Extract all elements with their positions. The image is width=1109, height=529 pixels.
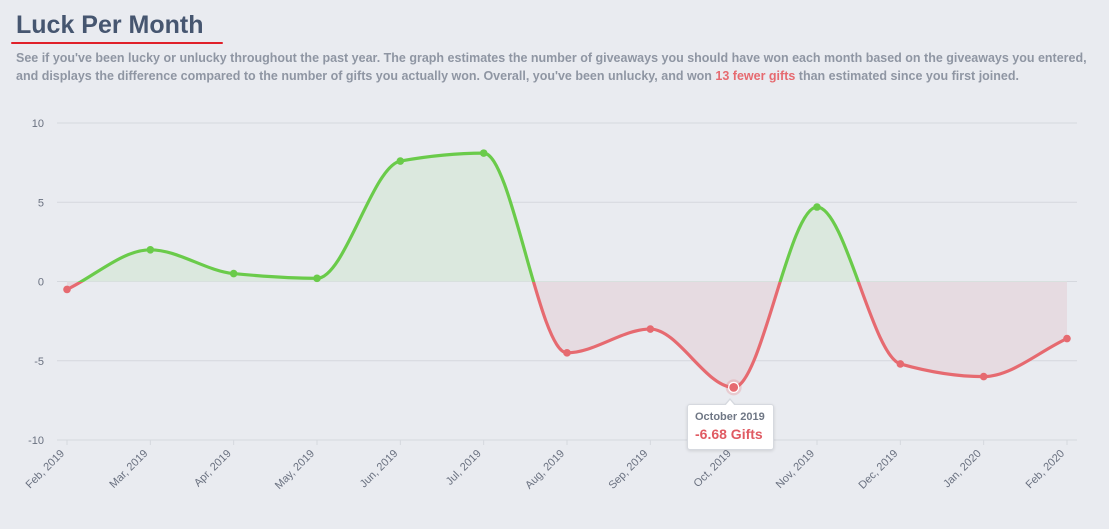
data-point — [979, 372, 988, 381]
x-tick-label: Apr, 2019 — [192, 448, 234, 490]
area-fills — [67, 153, 1067, 388]
x-tick-label: May, 2019 — [273, 448, 317, 492]
title-underline — [11, 42, 223, 44]
data-point — [63, 285, 71, 294]
x-tick-label: Jun, 2019 — [358, 448, 401, 491]
y-tick-label: 0 — [38, 277, 44, 289]
description-text-end: than estimated since you first joined. — [795, 69, 1019, 83]
data-point — [1063, 334, 1071, 343]
highlight-point — [728, 381, 740, 393]
description-text: See if you've been lucky or unlucky thro… — [16, 51, 1087, 83]
page-header: Luck Per Month See if you've been lucky … — [11, 10, 1096, 85]
data-point — [396, 157, 405, 165]
x-tick-label: Jul, 2019 — [444, 448, 484, 488]
data-point — [479, 149, 488, 157]
data-point — [229, 269, 238, 278]
data-point — [563, 349, 571, 357]
x-tick-label: Mar, 2019 — [107, 448, 150, 491]
x-tick-label: Feb, 2019 — [24, 448, 68, 492]
x-tick-label: Sep, 2019 — [607, 448, 651, 492]
tooltip-value: -6.68 Gifts — [695, 426, 763, 442]
y-axis: 10 5 0 -5 -10 — [28, 118, 44, 447]
tooltip-month: October 2019 — [695, 411, 765, 423]
x-axis: Feb, 2019 Mar, 2019 Apr, 2019 May, 2019 Jun,… — [24, 440, 1068, 492]
data-point — [146, 246, 155, 254]
page-title: Luck Per Month — [16, 11, 204, 39]
x-tick-label: Oct, 2019 — [692, 448, 734, 490]
x-tick-label: Aug, 2019 — [523, 448, 567, 492]
x-tick-label: Dec, 2019 — [857, 448, 901, 492]
y-tick-label: -5 — [34, 356, 44, 368]
y-tick-label: -10 — [28, 435, 44, 447]
y-tick-label: 10 — [32, 118, 44, 130]
fewer-gifts-highlight: 13 fewer gifts — [715, 69, 796, 83]
data-points — [63, 149, 1071, 396]
x-tick-label: Jan, 2020 — [941, 448, 984, 491]
data-point — [813, 203, 821, 211]
page-description: See if you've been lucky or unlucky thro… — [16, 49, 1091, 85]
positive-area — [67, 153, 1067, 282]
x-tick-label: Nov, 2019 — [774, 448, 817, 491]
chart-tooltip: October 2019 -6.68 Gifts — [687, 398, 774, 450]
data-point — [313, 274, 321, 283]
data-point — [896, 360, 905, 368]
x-tick-label: Feb, 2020 — [1024, 448, 1068, 492]
data-point — [646, 325, 655, 333]
negative-area — [67, 282, 1067, 388]
y-tick-label: 5 — [38, 197, 44, 209]
positive-line — [77, 151, 861, 282]
